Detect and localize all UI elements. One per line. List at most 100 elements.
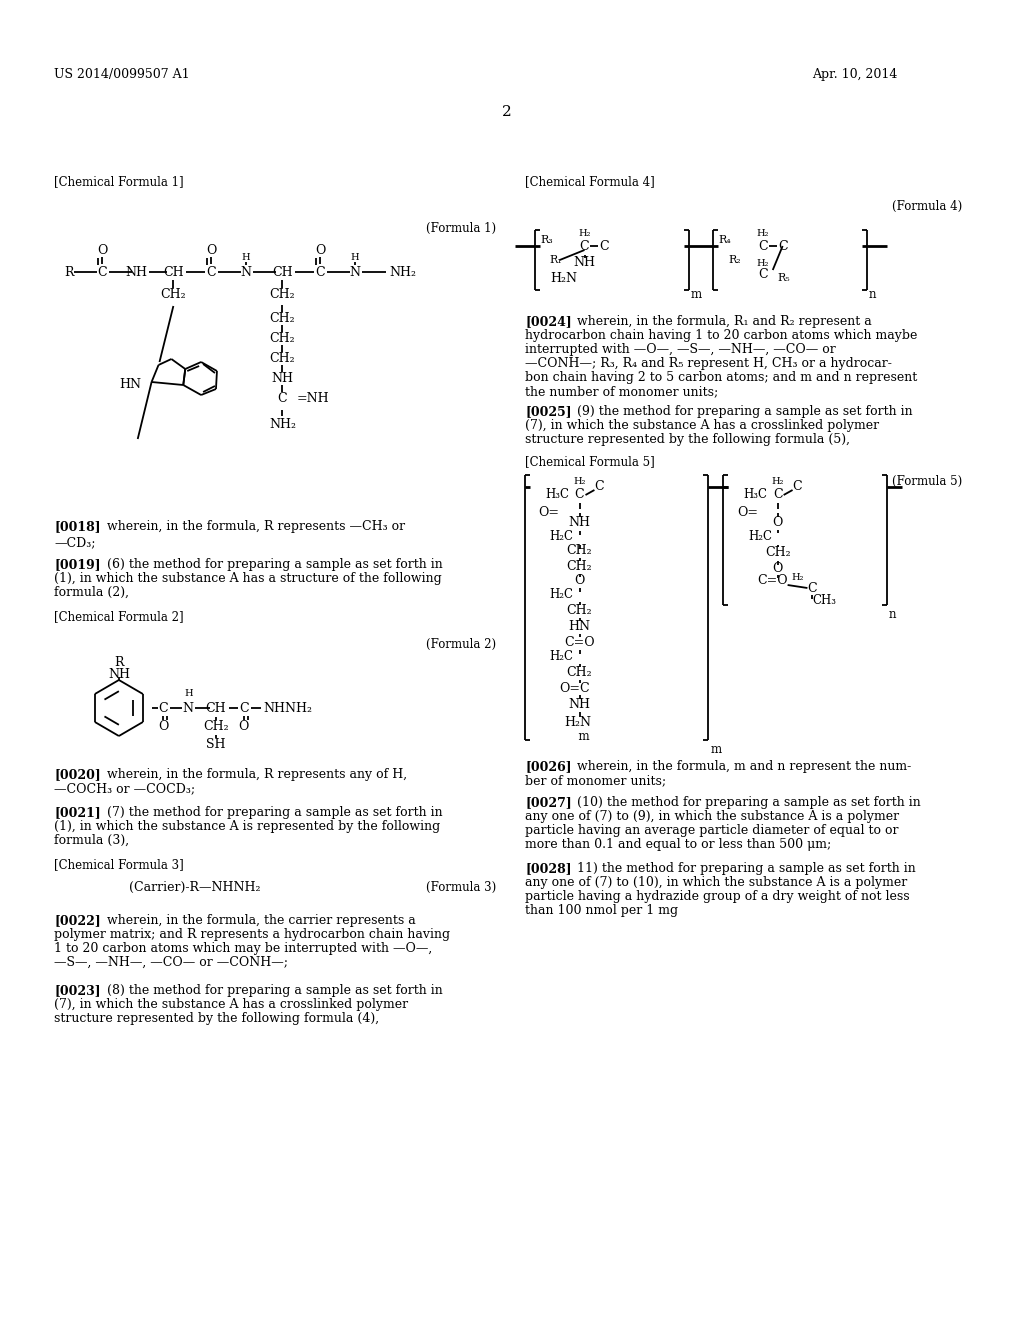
- Text: [0022]: [0022]: [54, 913, 101, 927]
- Text: O: O: [97, 243, 108, 256]
- Text: O=C: O=C: [560, 681, 591, 694]
- Text: [0025]: [0025]: [525, 405, 571, 418]
- Text: H₂: H₂: [579, 228, 591, 238]
- Text: CH₂: CH₂: [566, 605, 592, 618]
- Text: [Chemical Formula 3]: [Chemical Formula 3]: [54, 858, 184, 871]
- Text: CH₂: CH₂: [269, 351, 295, 364]
- Text: CH₂: CH₂: [566, 561, 592, 573]
- Text: (8) the method for preparing a sample as set forth in: (8) the method for preparing a sample as…: [106, 983, 442, 997]
- Text: R: R: [65, 265, 74, 279]
- Text: H₃C: H₃C: [545, 488, 569, 502]
- Text: [Chemical Formula 4]: [Chemical Formula 4]: [525, 176, 654, 187]
- Text: C: C: [580, 239, 590, 252]
- Text: HN: HN: [119, 378, 141, 391]
- Text: wherein, in the formula, R represents —CH₃ or: wherein, in the formula, R represents —C…: [106, 520, 406, 533]
- Text: CH: CH: [163, 265, 183, 279]
- Text: H₂: H₂: [573, 477, 586, 486]
- Text: CH₃: CH₃: [812, 594, 837, 606]
- Text: (9) the method for preparing a sample as set forth in: (9) the method for preparing a sample as…: [577, 405, 912, 418]
- Text: C: C: [159, 701, 168, 714]
- Text: ber of monomer units;: ber of monomer units;: [525, 774, 667, 787]
- Text: any one of (7) to (9), in which the substance A is a polymer: any one of (7) to (9), in which the subs…: [525, 810, 899, 822]
- Text: NH: NH: [568, 516, 591, 529]
- Text: hydrocarbon chain having 1 to 20 carbon atoms which maybe: hydrocarbon chain having 1 to 20 carbon …: [525, 329, 918, 342]
- Text: C: C: [599, 239, 609, 252]
- Text: (6) the method for preparing a sample as set forth in: (6) the method for preparing a sample as…: [106, 558, 442, 572]
- Text: CH: CH: [272, 265, 293, 279]
- Text: [0018]: [0018]: [54, 520, 101, 533]
- Text: interrupted with —O—, —S—, —NH—, —CO— or: interrupted with —O—, —S—, —NH—, —CO— or: [525, 343, 836, 356]
- Text: [0024]: [0024]: [525, 315, 571, 327]
- Text: structure represented by the following formula (4),: structure represented by the following f…: [54, 1012, 380, 1026]
- Text: H₃C: H₃C: [743, 488, 767, 502]
- Text: —COCH₃ or —COCD₃;: —COCH₃ or —COCD₃;: [54, 781, 196, 795]
- Text: R₃: R₃: [540, 235, 553, 246]
- Text: structure represented by the following formula (5),: structure represented by the following f…: [525, 433, 850, 446]
- Text: wherein, in the formula, m and n represent the num-: wherein, in the formula, m and n represe…: [577, 760, 910, 774]
- Text: H₂C: H₂C: [748, 531, 772, 544]
- Text: C: C: [595, 480, 604, 494]
- Text: H₂N: H₂N: [550, 272, 577, 285]
- Text: (Carrier)-R—NHNH₂: (Carrier)-R—NHNH₂: [129, 880, 260, 894]
- Text: O: O: [314, 243, 326, 256]
- Text: CH₂: CH₂: [765, 546, 791, 560]
- Text: bon chain having 2 to 5 carbon atoms; and m and n represent: bon chain having 2 to 5 carbon atoms; an…: [525, 371, 918, 384]
- Text: [Chemical Formula 1]: [Chemical Formula 1]: [54, 176, 184, 187]
- Text: C: C: [793, 480, 803, 494]
- Text: H₂: H₂: [771, 477, 784, 486]
- Text: C: C: [278, 392, 287, 404]
- Text: H₂: H₂: [757, 259, 769, 268]
- Text: formula (2),: formula (2),: [54, 586, 129, 599]
- Text: CH₂: CH₂: [269, 331, 295, 345]
- Text: 1 to 20 carbon atoms which may be interrupted with —O—,: 1 to 20 carbon atoms which may be interr…: [54, 942, 433, 954]
- Text: H: H: [350, 253, 359, 263]
- Text: R: R: [114, 656, 124, 668]
- Text: R₅: R₅: [777, 273, 791, 282]
- Text: CH₂: CH₂: [269, 288, 295, 301]
- Text: H₂C: H₂C: [550, 589, 573, 602]
- Text: NH: NH: [568, 698, 591, 711]
- Text: n: n: [868, 289, 877, 301]
- Text: H₂N: H₂N: [564, 717, 592, 730]
- Text: (7), in which the substance A has a crosslinked polymer: (7), in which the substance A has a cros…: [54, 998, 409, 1011]
- Text: R₂: R₂: [728, 255, 740, 265]
- Text: N: N: [182, 701, 194, 714]
- Text: (Formula 3): (Formula 3): [426, 880, 497, 894]
- Text: (Formula 1): (Formula 1): [426, 222, 496, 235]
- Text: (7), in which the substance A has a crosslinked polymer: (7), in which the substance A has a cros…: [525, 418, 880, 432]
- Text: C: C: [773, 488, 782, 502]
- Text: particle having an average particle diameter of equal to or: particle having an average particle diam…: [525, 824, 899, 837]
- Text: C: C: [315, 265, 325, 279]
- Text: H₂C: H₂C: [550, 531, 573, 544]
- Text: NH₂: NH₂: [389, 265, 417, 279]
- Text: HN: HN: [568, 620, 591, 634]
- Text: [0028]: [0028]: [525, 862, 571, 875]
- Text: C: C: [206, 265, 216, 279]
- Text: [0027]: [0027]: [525, 796, 571, 809]
- Text: the number of monomer units;: the number of monomer units;: [525, 385, 718, 399]
- Text: wherein, in the formula, the carrier represents a: wherein, in the formula, the carrier rep…: [106, 913, 416, 927]
- Text: N: N: [241, 265, 251, 279]
- Text: C=O: C=O: [564, 636, 595, 649]
- Text: NH: NH: [126, 265, 147, 279]
- Text: CH₂: CH₂: [203, 719, 228, 733]
- Text: Apr. 10, 2014: Apr. 10, 2014: [812, 69, 898, 81]
- Text: [0023]: [0023]: [54, 983, 101, 997]
- Text: NH: NH: [271, 371, 293, 384]
- Text: R₁: R₁: [550, 255, 562, 265]
- Text: —CD₃;: —CD₃;: [54, 536, 96, 549]
- Text: (1), in which the substance A is represented by the following: (1), in which the substance A is represe…: [54, 820, 440, 833]
- Text: C: C: [758, 239, 768, 252]
- Text: =NH: =NH: [296, 392, 329, 404]
- Text: wherein, in the formula, R represents any of H,: wherein, in the formula, R represents an…: [106, 768, 408, 781]
- Text: C: C: [239, 701, 249, 714]
- Text: [0021]: [0021]: [54, 807, 101, 818]
- Text: m: m: [711, 743, 722, 756]
- Text: [Chemical Formula 2]: [Chemical Formula 2]: [54, 610, 184, 623]
- Text: NH₂: NH₂: [269, 417, 296, 430]
- Text: CH₂: CH₂: [269, 312, 295, 325]
- Text: CH₂: CH₂: [566, 667, 592, 680]
- Text: NHNH₂: NHNH₂: [263, 701, 312, 714]
- Text: (10) the method for preparing a sample as set forth in: (10) the method for preparing a sample a…: [577, 796, 921, 809]
- Text: CH₂: CH₂: [566, 544, 592, 557]
